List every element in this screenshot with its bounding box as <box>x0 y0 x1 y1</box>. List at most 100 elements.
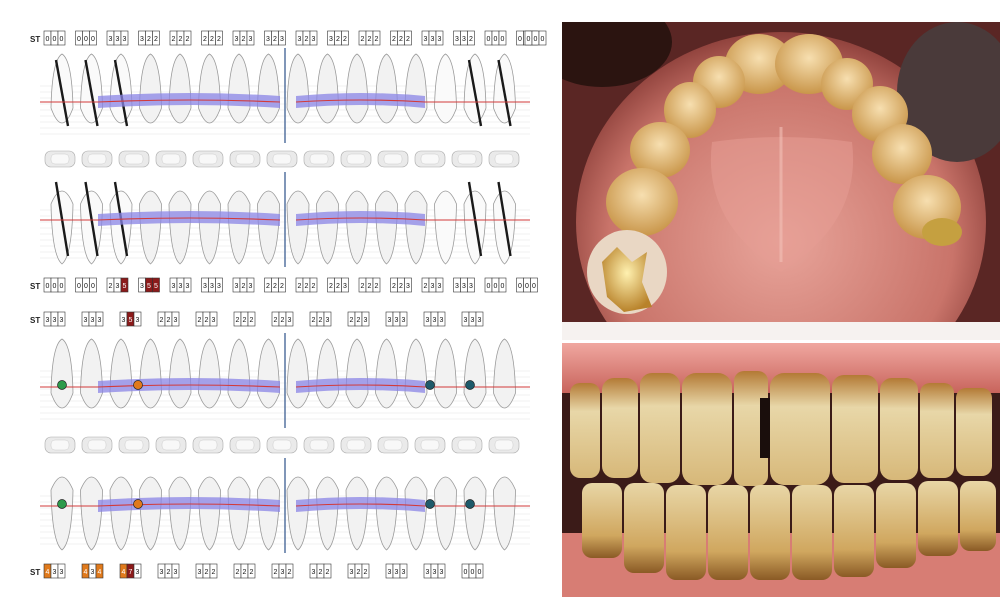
st-value: 0 <box>518 283 522 290</box>
periodontal-chart: ST 0 0 0 0 0 0 3 3 3 3 2 2 2 2 2 2 2 2 3 2 3 3 2 3 3 2 3 3 2 2 2 2 2 2 2 2 3 3… <box>30 30 547 579</box>
st-value: 2 <box>167 569 171 576</box>
st-value: 2 <box>424 283 428 290</box>
st-cell <box>57 30 66 46</box>
st-cell <box>152 30 160 46</box>
st-value: 2 <box>198 317 202 324</box>
st-cell <box>120 277 129 293</box>
st-cell <box>404 277 412 293</box>
st-cell <box>399 563 408 579</box>
st-value: 2 <box>361 283 365 290</box>
st-value: 2 <box>274 569 278 576</box>
st-cell <box>341 277 349 293</box>
st-value: 2 <box>469 36 473 43</box>
st-value: 3 <box>431 36 435 43</box>
st-value: 5 <box>123 283 127 290</box>
st-value: 3 <box>312 36 316 43</box>
tooth-icon <box>80 338 103 409</box>
tooth-icon <box>139 190 162 265</box>
st-value: 3 <box>431 283 435 290</box>
st-value: 3 <box>174 317 178 324</box>
st-cell <box>309 277 318 293</box>
st-cell <box>467 30 475 46</box>
tooth-icon <box>404 338 428 409</box>
tooth-icon <box>375 53 398 124</box>
st-value: 2 <box>357 569 361 576</box>
st-value: 3 <box>440 317 444 324</box>
st-value: 3 <box>210 283 214 290</box>
st-value: 3 <box>438 36 442 43</box>
st-value: 3 <box>172 283 176 290</box>
tooth-icon <box>493 181 516 265</box>
occlusal-row <box>44 436 520 454</box>
st-value: 2 <box>312 317 316 324</box>
st-value: 2 <box>326 569 330 576</box>
st-value: 2 <box>312 283 316 290</box>
st-value: 3 <box>364 317 368 324</box>
pocket-depth-band <box>98 211 425 226</box>
st-value: 2 <box>357 317 361 324</box>
st-value: 3 <box>235 36 239 43</box>
st-value: 0 <box>77 283 81 290</box>
st-value: 4 <box>122 569 126 576</box>
st-value: 2 <box>210 36 214 43</box>
st-value: 3 <box>98 317 102 324</box>
tooth-icon <box>375 190 398 265</box>
st-rows: ST 0 0 0 0 0 0 3 3 3 3 2 2 2 2 2 2 2 2 3 2 3 3 2 3 3 2 3 3 2 2 2 2 2 2 2 2 3 3… <box>30 30 547 579</box>
tooth-icon <box>50 181 74 265</box>
maxillary-occlusal-photo <box>562 22 1000 340</box>
tooth-icon <box>109 476 133 551</box>
st-value: 5 <box>147 283 151 290</box>
st-value: 2 <box>274 317 278 324</box>
st-value: 2 <box>242 36 246 43</box>
st-cell <box>89 277 97 293</box>
st-cell <box>209 311 218 327</box>
st-cell <box>183 30 192 46</box>
tooth-diagrams <box>40 48 530 553</box>
implant-marker-icon <box>467 59 483 127</box>
st-value: 0 <box>487 283 491 290</box>
st-value: 2 <box>368 283 372 290</box>
st-value: 3 <box>438 283 442 290</box>
st-value: 2 <box>336 36 340 43</box>
st-value: 3 <box>406 283 410 290</box>
st-value: 2 <box>203 36 207 43</box>
gingival-margin-line <box>40 99 530 103</box>
tooth-icon <box>345 53 369 124</box>
st-value: 0 <box>541 36 545 43</box>
furcation-icon <box>425 499 435 509</box>
st-cell <box>372 277 381 293</box>
st-cell <box>404 30 412 46</box>
tooth-panel <box>40 458 530 553</box>
st-value: 3 <box>395 317 399 324</box>
tooth-icon <box>316 190 339 265</box>
st-value: 3 <box>326 317 330 324</box>
furcation-icon <box>425 380 435 390</box>
implant-marker-icon <box>84 59 99 127</box>
st-cell <box>538 30 547 46</box>
st-cell <box>361 311 370 327</box>
st-cell <box>323 563 332 579</box>
st-cell <box>437 563 446 579</box>
st-value: 3 <box>160 569 164 576</box>
st-value: 2 <box>236 317 240 324</box>
st-value: 4 <box>84 569 88 576</box>
st-value: 2 <box>154 36 158 43</box>
tooth-icon <box>404 190 428 265</box>
st-cell <box>57 311 66 327</box>
st-value: 2 <box>172 36 176 43</box>
teeth-arch <box>587 34 962 314</box>
st-value: 3 <box>91 317 95 324</box>
